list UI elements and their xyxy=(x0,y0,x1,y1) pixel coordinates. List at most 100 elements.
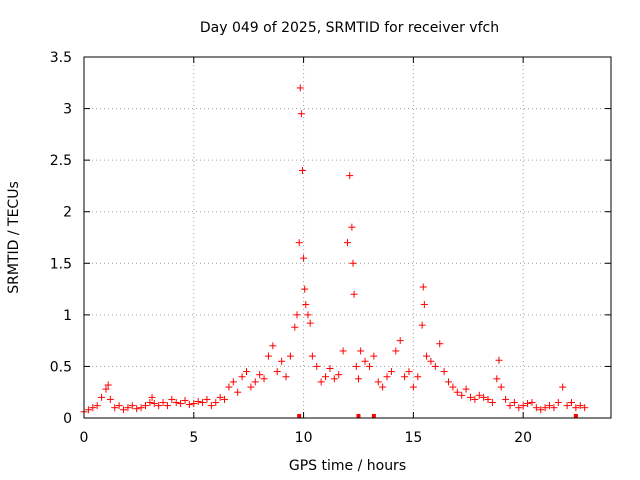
data-point xyxy=(221,395,229,403)
data-points xyxy=(80,84,589,418)
data-point xyxy=(414,373,422,381)
data-point xyxy=(563,402,571,410)
data-point xyxy=(339,347,347,355)
data-point xyxy=(313,362,321,370)
data-point xyxy=(510,399,518,407)
data-point xyxy=(493,375,501,383)
data-point xyxy=(269,342,277,350)
data-point xyxy=(181,396,189,404)
data-point xyxy=(168,395,176,403)
data-point xyxy=(302,301,310,309)
data-point xyxy=(546,402,554,410)
data-point xyxy=(357,347,365,355)
x-tick-label: 15 xyxy=(404,430,422,446)
data-point xyxy=(212,399,220,407)
data-point xyxy=(405,368,413,376)
gap-marker xyxy=(573,414,578,418)
data-point xyxy=(317,378,325,386)
data-point xyxy=(559,383,567,391)
data-point xyxy=(84,406,92,414)
data-point xyxy=(506,402,514,410)
y-tick-label: 3 xyxy=(63,102,72,118)
x-tick-label: 0 xyxy=(80,430,89,446)
data-point xyxy=(93,402,101,410)
y-tick-label: 1.5 xyxy=(50,256,72,272)
gap-marker xyxy=(371,414,376,418)
data-point xyxy=(278,357,286,365)
data-point xyxy=(436,340,444,348)
y-tick-label: 2.5 xyxy=(50,153,72,169)
data-point xyxy=(348,223,356,231)
data-point xyxy=(106,395,114,403)
data-point xyxy=(427,357,435,365)
data-point xyxy=(453,388,461,396)
data-point xyxy=(495,356,503,364)
data-point xyxy=(264,352,272,360)
data-point xyxy=(199,399,207,407)
data-point xyxy=(98,393,106,401)
x-tick-label: 5 xyxy=(189,430,198,446)
data-point xyxy=(419,283,427,291)
data-point xyxy=(273,368,281,376)
axis-ticks xyxy=(83,56,611,419)
data-point xyxy=(242,368,250,376)
data-point xyxy=(216,393,224,401)
data-point xyxy=(352,362,360,370)
data-point xyxy=(567,399,575,407)
data-point xyxy=(229,378,237,386)
gap-marker xyxy=(356,414,361,418)
data-point xyxy=(194,397,202,405)
data-point xyxy=(234,388,242,396)
data-point xyxy=(370,352,378,360)
data-point xyxy=(89,404,97,412)
data-point xyxy=(207,402,215,410)
data-point xyxy=(128,402,136,410)
data-point xyxy=(550,404,558,412)
data-point xyxy=(124,404,132,412)
data-point xyxy=(458,391,466,399)
data-point xyxy=(528,399,536,407)
data-point xyxy=(251,378,259,386)
data-point xyxy=(111,404,119,412)
data-point xyxy=(379,383,387,391)
data-point xyxy=(203,395,211,403)
data-point xyxy=(304,311,312,319)
data-point xyxy=(409,383,417,391)
data-point xyxy=(354,375,362,383)
data-point xyxy=(322,373,330,381)
data-point xyxy=(466,393,474,401)
chart-title: Day 049 of 2025, SRMTID for receiver vfc… xyxy=(200,20,499,36)
data-point xyxy=(282,373,290,381)
data-point xyxy=(247,383,255,391)
x-axis-label: GPS time / hours xyxy=(289,458,406,474)
data-point xyxy=(423,352,431,360)
data-point xyxy=(572,404,580,412)
data-point xyxy=(502,395,510,403)
data-point xyxy=(480,393,488,401)
data-point xyxy=(462,385,470,393)
data-point xyxy=(330,375,338,383)
data-point xyxy=(449,383,457,391)
data-point xyxy=(383,373,391,381)
data-point xyxy=(225,383,233,391)
data-point xyxy=(306,319,314,327)
data-point xyxy=(576,402,584,410)
data-point xyxy=(238,373,246,381)
data-point xyxy=(392,347,400,355)
data-point xyxy=(308,352,316,360)
data-point xyxy=(431,362,439,370)
data-point xyxy=(349,259,357,267)
data-point xyxy=(344,239,351,247)
data-point xyxy=(475,391,483,399)
data-point xyxy=(541,404,549,412)
data-point xyxy=(471,395,479,403)
data-point xyxy=(298,166,306,174)
data-point xyxy=(326,364,334,372)
data-point xyxy=(159,399,167,407)
data-point xyxy=(361,357,369,365)
data-point xyxy=(260,375,268,383)
data-point xyxy=(137,404,145,412)
gap-marker xyxy=(297,414,302,418)
data-point xyxy=(401,373,409,381)
